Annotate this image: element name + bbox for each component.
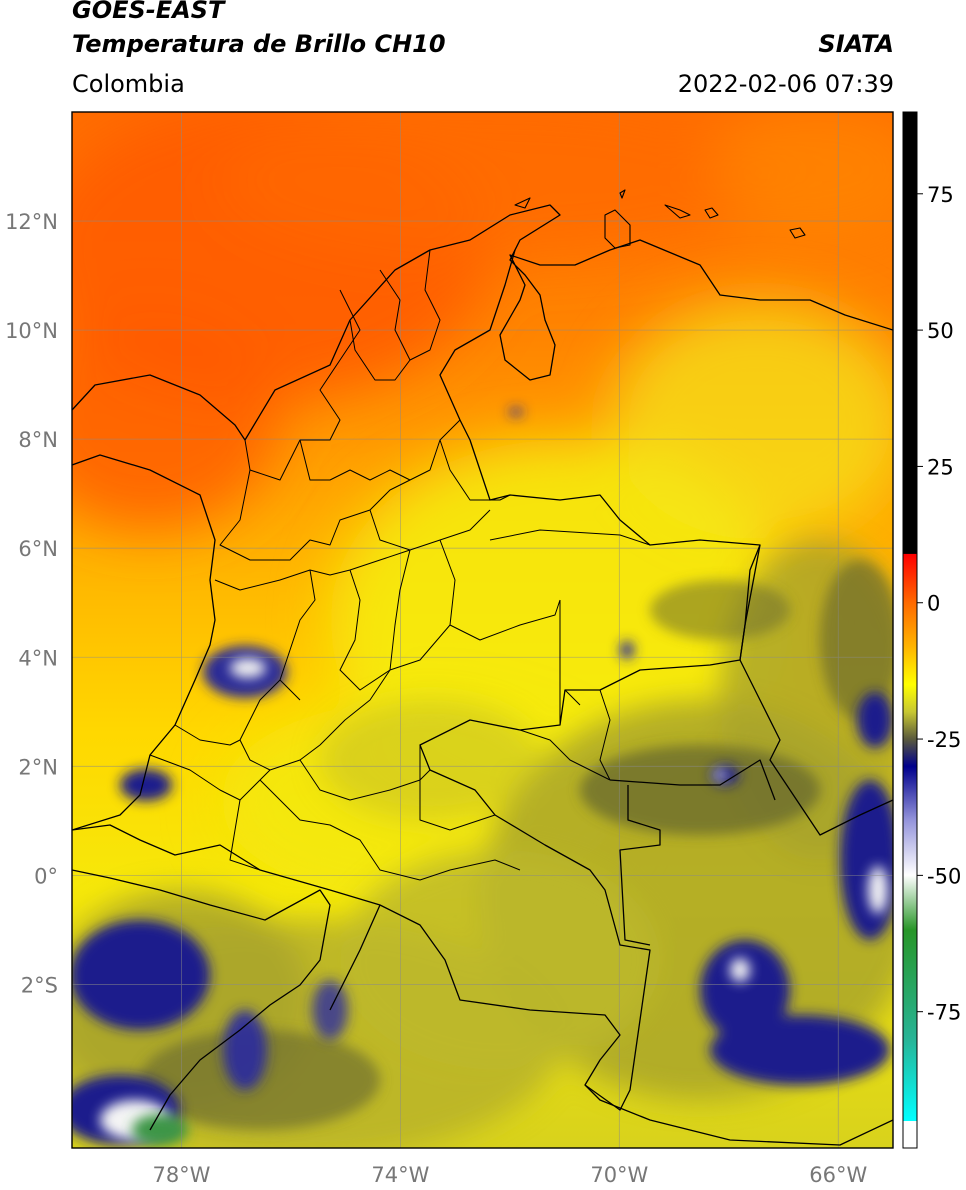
organization-label: SIATA [818,30,894,58]
colorbar-tick-label: 25 [927,455,954,479]
coastline-pacific [72,454,216,831]
colorbar-tick-label: -50 [927,864,961,888]
borders [72,189,893,1146]
colorbar-tick-label: 50 [927,319,954,343]
longitude-labels: 78°W 74°W 70°W 66°W [152,1163,867,1187]
border-brazil [609,759,776,946]
graticule [72,112,893,1148]
lat-tick-label: 2°S [21,973,58,997]
lon-tick-label: 70°W [590,1163,648,1187]
islands [514,189,806,249]
lat-tick-label: 10°N [5,319,58,343]
region-label: Colombia [72,70,185,98]
colorbar-tick-label: -75 [927,1001,961,1025]
convective-cells [72,408,893,1146]
coastline-caribbean [72,204,893,441]
lat-tick-label: 8°N [18,428,58,452]
lon-tick-label: 78°W [152,1163,210,1187]
latitude-labels: 12°N 10°N 8°N 6°N 4°N 2°N 0° 2°S [5,210,58,997]
border-peru-brazil [584,1084,893,1146]
colorbar-tick-label: 75 [927,183,954,207]
colorbar-tick-label: 0 [927,592,940,616]
satellite-title: GOES-EAST [72,0,225,24]
map-frame [71,111,894,1149]
colorbar-ticks: 75 50 25 0 -25 -50 -75 [917,183,961,1025]
dark-region [140,560,893,1130]
lon-tick-label: 66°W [809,1163,867,1187]
colorbar: 75 50 25 0 -25 -50 -75 [902,111,961,1149]
lat-tick-label: 2°N [18,755,58,779]
lat-tick-label: 4°N [18,646,58,670]
warm-region [72,112,893,530]
border-ecuador-peru [72,869,381,1131]
colorbar-scale [902,111,918,1149]
colorbar-tick-label: -25 [927,728,961,752]
lat-tick-label: 0° [34,864,58,888]
border-venezuela-brazil [739,544,893,836]
lat-tick-label: 12°N [5,210,58,234]
internal-borders [149,249,651,881]
lon-tick-label: 74°W [371,1163,429,1187]
datetime-label: 2022-02-06 07:39 [677,70,894,98]
product-title: Temperatura de Brillo CH10 [72,30,446,58]
map-panel [72,112,893,1148]
lat-tick-label: 6°N [18,537,58,561]
